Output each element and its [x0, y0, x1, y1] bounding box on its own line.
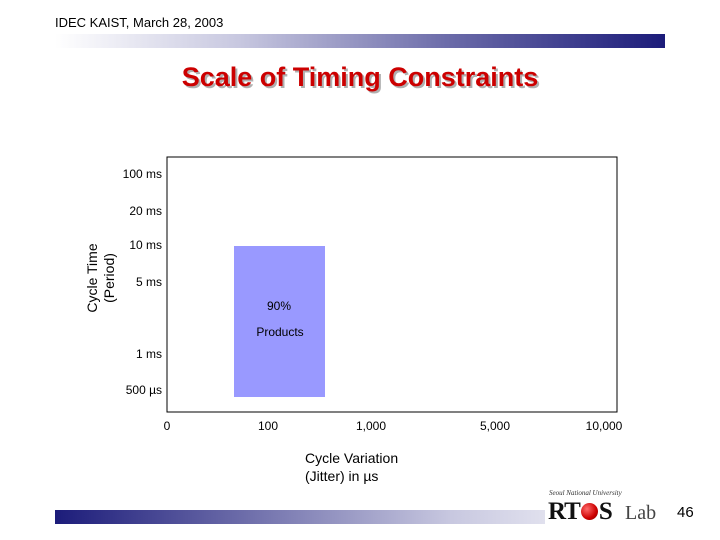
logo-s: S — [598, 498, 613, 525]
x-tick-label: 1,000 — [356, 419, 386, 433]
x-tick-label: 10,000 — [586, 419, 623, 433]
x-axis-label-line-1: Cycle Variation — [305, 450, 399, 466]
x-tick-label: 100 — [258, 419, 278, 433]
y-tick-label: 5 ms — [136, 275, 162, 289]
slide-title: Scale of Timing Constraints — [181, 62, 539, 92]
x-axis-label: Cycle Variation (Jitter) in µs — [305, 449, 398, 485]
rtos-lab-logo: Seoul National University RT S Lab — [545, 489, 675, 527]
y-tick-label: 20 ms — [129, 204, 162, 218]
region-label-line-1: 90% — [267, 299, 291, 313]
region-label-line-2: Products — [256, 325, 303, 339]
x-tick-label: 5,000 — [480, 419, 510, 433]
y-tick-label: 1 ms — [136, 347, 162, 361]
logo-lab-text: Lab — [625, 502, 657, 524]
x-tick-label: 0 — [164, 419, 171, 433]
bottom-gradient-bar — [55, 510, 665, 524]
logo-ball-icon — [580, 503, 598, 520]
logo-rt: RT — [548, 498, 581, 525]
y-tick-label: 500 µs — [126, 383, 162, 397]
logo-rtos-text: RT S — [548, 498, 613, 526]
y-tick-label: 100 ms — [123, 167, 162, 181]
products-region — [234, 246, 325, 397]
top-gradient-bar — [55, 34, 665, 48]
header-text: IDEC KAIST, March 28, 2003 — [55, 15, 224, 30]
x-axis-label-line-2: (Jitter) in µs — [305, 468, 379, 484]
y-tick-label: 10 ms — [129, 238, 162, 252]
logo-university-text: Seoul National University — [549, 489, 622, 497]
page-number: 46 — [677, 504, 694, 521]
